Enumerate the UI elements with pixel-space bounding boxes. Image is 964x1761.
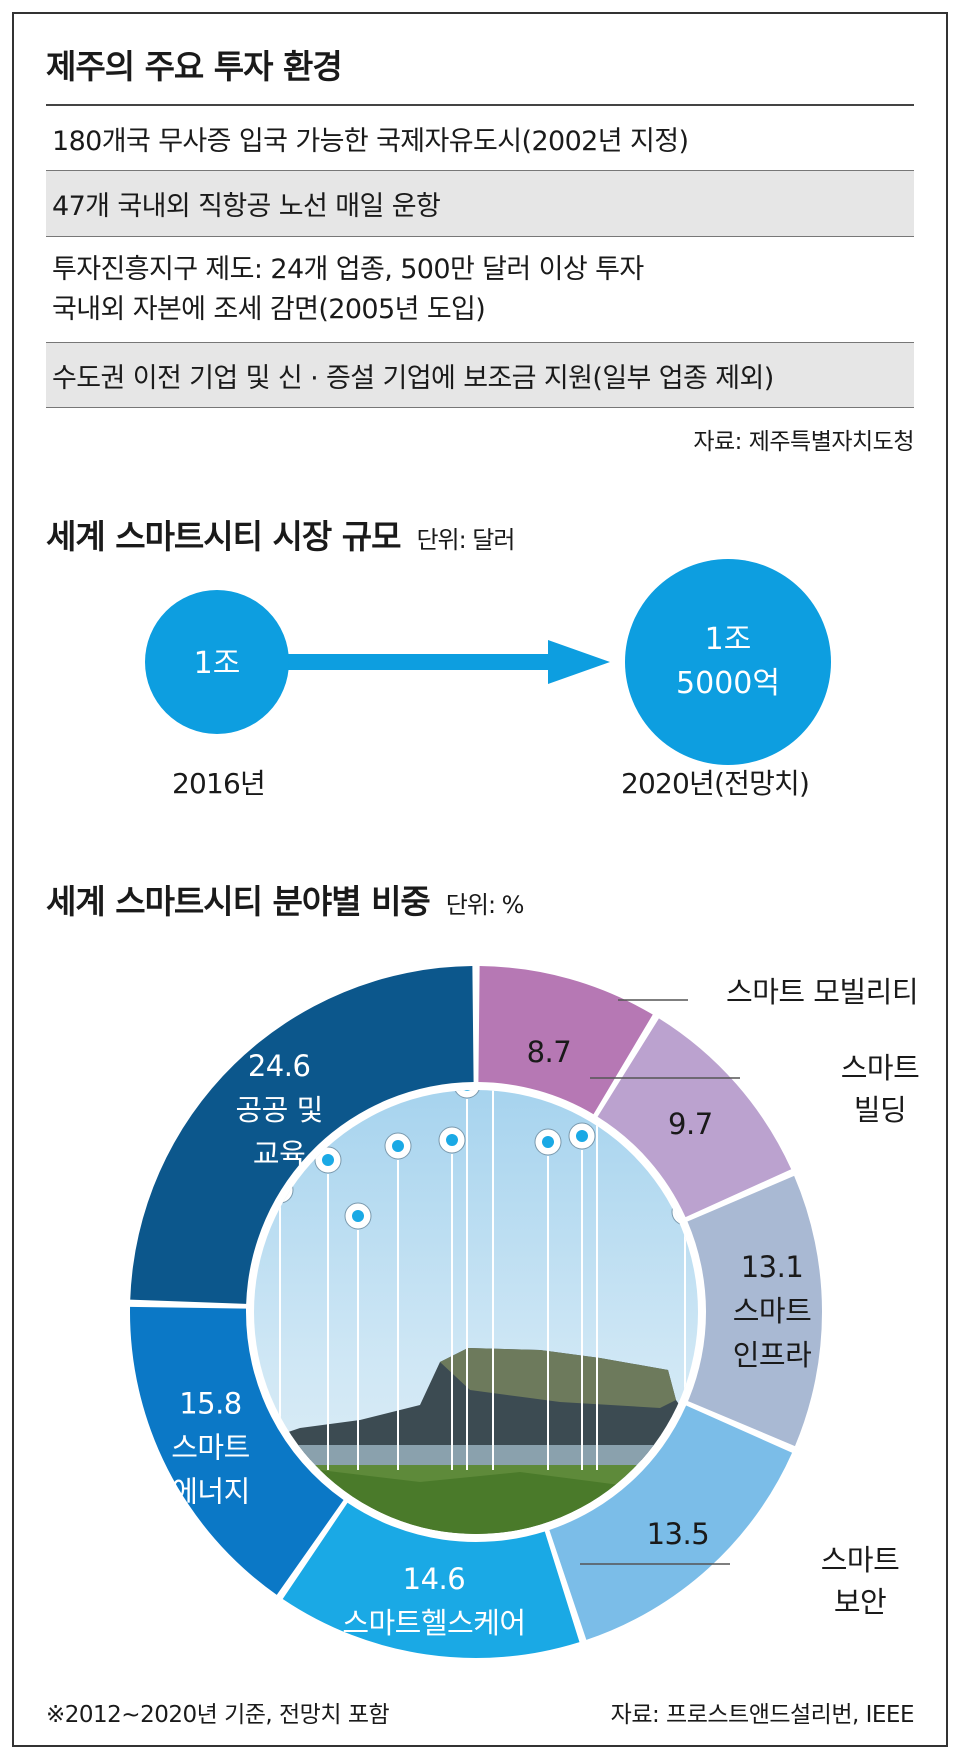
mail-icon bbox=[576, 1130, 588, 1142]
market-2016-circle bbox=[145, 590, 289, 734]
chip-icon bbox=[322, 1154, 334, 1166]
slice-category-label: 스마트 모빌리티 bbox=[726, 975, 918, 1009]
market-2020-value-line2: 5000억 bbox=[676, 666, 780, 701]
phone-icon bbox=[392, 1140, 404, 1152]
donut-slices bbox=[129, 966, 822, 1658]
investment-row-text: 180개국 무사증 입국 가능한 국제자유도시(2002년 지정) bbox=[52, 125, 689, 157]
slice-category-label: 공공 및 bbox=[235, 1093, 322, 1127]
investment-row-text-line2: 국내외 자본에 조세 감면(2005년 도입) bbox=[52, 293, 486, 325]
investment-row-text: 수도권 이전 기업 및 신 · 증설 기업에 보조금 지원(일부 업종 제외) bbox=[52, 362, 774, 394]
donut-slice bbox=[597, 1018, 792, 1218]
section1-source: 자료: 제주특별자치도청 bbox=[693, 429, 914, 455]
row-divider bbox=[46, 236, 914, 237]
wifi-icon bbox=[352, 1210, 364, 1222]
market-2020-year: 2020년(전망치) bbox=[621, 767, 810, 800]
slice-category-label: 인프라 bbox=[733, 1338, 812, 1372]
section3-note: ※2012~2020년 기준, 전망치 포함 bbox=[46, 1702, 390, 1728]
donut-slice bbox=[549, 1405, 793, 1640]
slice-value-label: 14.6 bbox=[403, 1562, 466, 1596]
infographic-frame bbox=[12, 12, 948, 1747]
slice-value-label: 9.7 bbox=[668, 1107, 713, 1141]
section3-source: 자료: 프로스트앤드설리번, IEEE bbox=[610, 1702, 915, 1728]
section3-header: 세계 스마트시티 분야별 비중 단위: % bbox=[46, 875, 525, 923]
investment-row-text-line1: 투자진흥지구 제도: 24개 업종, 500만 달러 이상 투자 bbox=[52, 253, 644, 285]
donut-slice bbox=[129, 1306, 344, 1595]
slice-value-label: 13.1 bbox=[741, 1250, 804, 1284]
section2-title: 세계 스마트시티 시장 규모 bbox=[46, 517, 401, 556]
market-size-graphic: 1조 1조 5000억 bbox=[145, 559, 831, 765]
investment-row-3: 투자진흥지구 제도: 24개 업종, 500만 달러 이상 투자 국내외 자본에… bbox=[46, 237, 914, 342]
investment-row-text: 47개 국내외 직항공 노선 매일 운항 bbox=[52, 191, 441, 222]
slice-category-label: 스마트헬스케어 bbox=[342, 1606, 525, 1640]
row-divider bbox=[46, 170, 914, 171]
slice-category-label: 빌딩 bbox=[854, 1093, 906, 1127]
slice-value-label: 8.7 bbox=[527, 1035, 572, 1069]
market-2016-value: 1조 bbox=[194, 646, 241, 681]
investment-row-1: 180개국 무사증 입국 가능한 국제자유도시(2002년 지정) bbox=[46, 106, 914, 170]
growth-arrow-head bbox=[548, 640, 610, 684]
slice-value-label: 13.5 bbox=[647, 1517, 710, 1551]
slice-category-label: 보안 bbox=[834, 1585, 886, 1619]
donut-slice bbox=[130, 966, 474, 1304]
center-photo-jeju bbox=[254, 1090, 698, 1534]
donut-slice bbox=[687, 1175, 822, 1447]
donut-slice bbox=[282, 1502, 580, 1658]
slice-category-label: 스마트 bbox=[821, 1543, 900, 1577]
section2-unit: 단위: 달러 bbox=[416, 526, 515, 554]
investment-row-4: 수도권 이전 기업 및 신 · 증설 기업에 보조금 지원(일부 업종 제외) bbox=[46, 343, 914, 407]
slice-category-label: 교육 bbox=[253, 1137, 305, 1171]
cart-icon bbox=[542, 1136, 554, 1148]
slice-category-label: 스마트 bbox=[841, 1051, 920, 1085]
section3-unit: 단위: % bbox=[445, 891, 525, 919]
investment-row-2: 47개 국내외 직항공 노선 매일 운항 bbox=[46, 171, 914, 236]
section3-title: 세계 스마트시티 분야별 비중 bbox=[46, 882, 431, 921]
row-divider bbox=[46, 342, 914, 343]
table-bottom-rule bbox=[46, 407, 914, 408]
donut-slice bbox=[478, 966, 653, 1115]
market-2020-circle bbox=[625, 559, 831, 765]
slice-category-label: 스마트 bbox=[171, 1430, 250, 1464]
pin-head bbox=[453, 1090, 481, 1099]
table-top-rule bbox=[46, 104, 914, 106]
section1-title: 제주의 주요 투자 환경 bbox=[46, 47, 343, 86]
market-2016-year: 2016년 bbox=[172, 767, 266, 800]
section2-header: 세계 스마트시티 시장 규모 단위: 달러 bbox=[46, 510, 515, 558]
slice-category-label: 에너지 bbox=[171, 1474, 250, 1508]
market-2020-value-line1: 1조 bbox=[705, 622, 752, 657]
slice-value-label: 24.6 bbox=[248, 1049, 311, 1083]
slice-value-label: 15.8 bbox=[179, 1386, 242, 1420]
slice-category-label: 스마트 bbox=[733, 1294, 812, 1328]
wifi-icon bbox=[446, 1134, 458, 1146]
